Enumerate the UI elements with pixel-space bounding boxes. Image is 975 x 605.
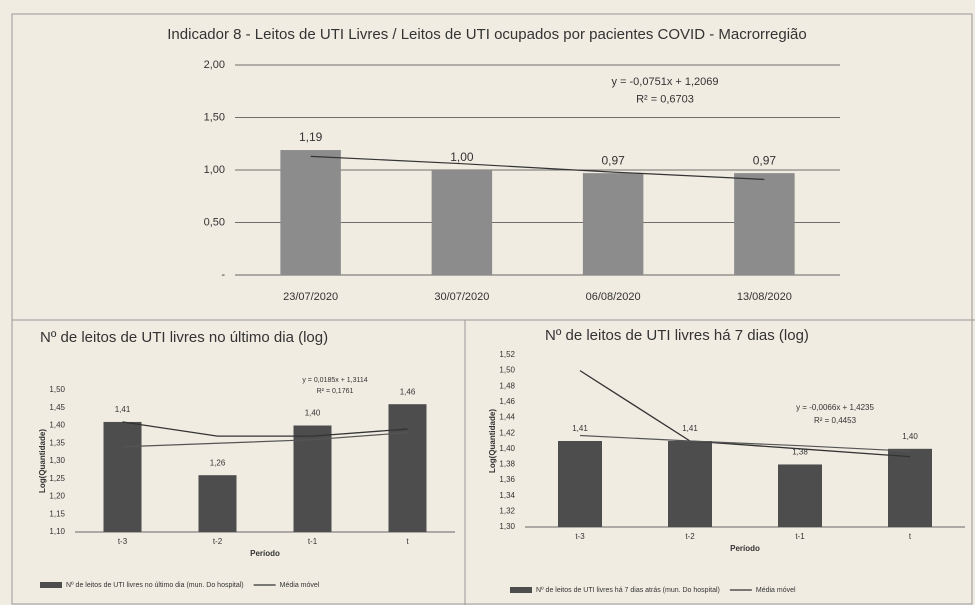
y-tick-label: 1,25 [49, 474, 65, 483]
y-tick-label: 1,20 [49, 492, 65, 501]
annotation: y = -0,0751x + 1,2069 [611, 76, 718, 88]
x-axis-label: Período [730, 544, 760, 553]
legend-label: Média móvel [280, 582, 320, 589]
x-tick-label: t-2 [213, 537, 223, 546]
x-axis-label: Período [250, 549, 280, 558]
y-tick-label: 0,50 [204, 216, 225, 228]
data-label: 0,97 [753, 153, 777, 167]
y-tick-label: 1,42 [499, 428, 515, 437]
chart-title: Indicador 8 - Leitos de UTI Livres / Lei… [167, 26, 806, 43]
y-tick-label: 1,44 [499, 413, 515, 422]
annotation: R² = 0,4453 [814, 416, 857, 425]
bar [431, 170, 493, 275]
legend-label: Nº de leitos de UTI livres no último dia… [66, 582, 244, 589]
annotation: R² = 0,1761 [317, 388, 354, 395]
bar [734, 173, 795, 275]
x-tick-label: t-2 [685, 532, 695, 541]
legend-swatch [40, 582, 62, 588]
bar [280, 150, 341, 275]
trendline [310, 155, 765, 181]
trendline [579, 434, 911, 452]
bar [582, 173, 644, 275]
data-label: 1,19 [299, 130, 323, 144]
x-tick-label: t-3 [118, 537, 128, 546]
bar [558, 441, 602, 527]
y-tick-label: 1,40 [49, 421, 65, 430]
data-label: 1,40 [305, 409, 321, 418]
y-tick-label: - [221, 269, 225, 281]
data-label: 1,38 [792, 448, 808, 457]
data-label: 1,26 [210, 458, 226, 467]
x-tick-label: 30/07/2020 [434, 291, 489, 303]
chart-title: Nº de leitos de UTI livres há 7 dias (lo… [545, 327, 809, 344]
bar [103, 421, 142, 532]
bar [888, 448, 932, 527]
y-tick-label: 1,50 [49, 385, 65, 394]
y-tick-label: 1,38 [499, 460, 515, 469]
data-label: 1,41 [572, 424, 588, 433]
bar [293, 425, 332, 532]
y-tick-label: 1,45 [49, 403, 65, 412]
legend-label: Nº de leitos de UTI livres há 7 dias atr… [536, 587, 720, 594]
bar [198, 475, 237, 532]
y-tick-label: 1,50 [204, 111, 225, 123]
y-tick-label: 1,50 [499, 366, 515, 375]
y-tick-label: 2,00 [204, 59, 225, 71]
legend-swatch [510, 587, 532, 593]
x-tick-label: t [909, 532, 912, 541]
y-tick-label: 1,34 [499, 491, 515, 500]
data-label: 1,41 [115, 405, 131, 414]
data-label: 1,41 [682, 424, 698, 433]
y-tick-label: 1,10 [49, 527, 65, 536]
chart-title: Nº de leitos de UTI livres no último dia… [40, 329, 328, 346]
y-axis-label: Log(Quantidade) [38, 429, 47, 493]
legend-label: Média móvel [756, 587, 796, 594]
x-tick-label: t-1 [308, 537, 318, 546]
x-tick-label: t-3 [575, 532, 585, 541]
data-label: 1,00 [450, 150, 474, 164]
y-tick-label: 1,48 [499, 381, 515, 390]
annotation: y = 0,0185x + 1,3114 [302, 377, 367, 384]
x-tick-label: 06/08/2020 [586, 291, 641, 303]
y-tick-label: 1,30 [499, 522, 515, 531]
data-label: 1,40 [902, 432, 918, 441]
y-tick-label: 1,30 [49, 456, 65, 465]
bar [388, 404, 427, 532]
y-tick-label: 1,35 [49, 438, 65, 447]
y-tick-label: 1,40 [499, 444, 515, 453]
data-label: 0,97 [601, 153, 625, 167]
y-tick-label: 1,00 [204, 164, 225, 176]
x-tick-label: t [406, 537, 409, 546]
y-tick-label: 1,46 [499, 397, 515, 406]
annotation: y = -0,0066x + 1,4235 [796, 403, 874, 412]
bar [778, 464, 822, 527]
y-tick-label: 1,32 [499, 506, 515, 515]
annotation: R² = 0,6703 [636, 94, 694, 106]
x-tick-label: 23/07/2020 [283, 291, 338, 303]
y-axis-label: Log(Quantidade) [488, 409, 497, 473]
bar [668, 441, 712, 527]
x-tick-label: t-1 [795, 532, 805, 541]
y-tick-label: 1,52 [499, 350, 515, 359]
trendline [122, 432, 408, 448]
y-tick-label: 1,36 [499, 475, 515, 484]
line [122, 421, 408, 437]
line [579, 370, 911, 458]
data-label: 1,46 [400, 387, 416, 396]
x-tick-label: 13/08/2020 [737, 291, 792, 303]
frame [11, 13, 973, 605]
y-tick-label: 1,15 [49, 509, 65, 518]
